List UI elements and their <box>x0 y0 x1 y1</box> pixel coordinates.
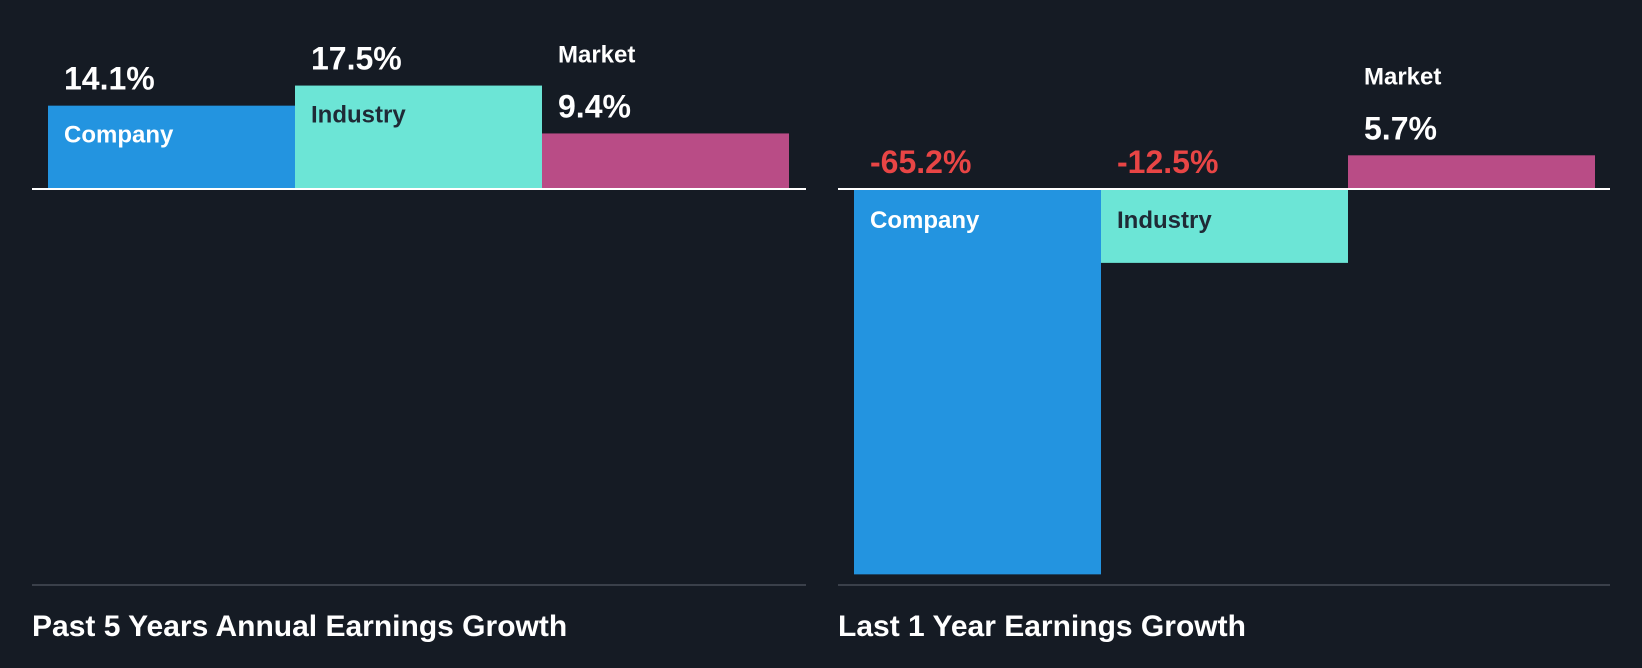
market-value-label: 5.7% <box>1364 110 1437 146</box>
market-bar <box>542 133 789 189</box>
chart-title-last-1-year: Last 1 Year Earnings Growth <box>838 610 1246 643</box>
company-category-label: Company <box>870 207 980 234</box>
industry-category-label: Industry <box>1117 207 1212 234</box>
market-value-label: 9.4% <box>558 88 631 124</box>
industry-value-label: -12.5% <box>1117 144 1218 180</box>
company-value-label: 14.1% <box>64 61 155 97</box>
industry-category-label: Industry <box>311 102 406 129</box>
last-1-year-panel: Last 1 Year Earnings Growth Company -65.2… <box>838 63 1610 643</box>
industry-bar <box>1101 189 1348 263</box>
company-bar <box>48 105 295 189</box>
company-category-label: Company <box>64 122 174 149</box>
industry-value-label: 17.5% <box>311 41 402 77</box>
chart-title-past-5-years: Past 5 Years Annual Earnings Growth <box>32 610 567 643</box>
industry-bar <box>295 85 542 189</box>
company-value-label: -65.2% <box>870 144 971 180</box>
market-bar <box>1348 155 1595 189</box>
market-category-label: Market <box>558 41 635 68</box>
company-bar <box>854 189 1101 575</box>
past-5-years-panel: Past 5 Years Annual Earnings Growth Comp… <box>32 41 806 643</box>
market-category-label: Market <box>1364 63 1441 90</box>
